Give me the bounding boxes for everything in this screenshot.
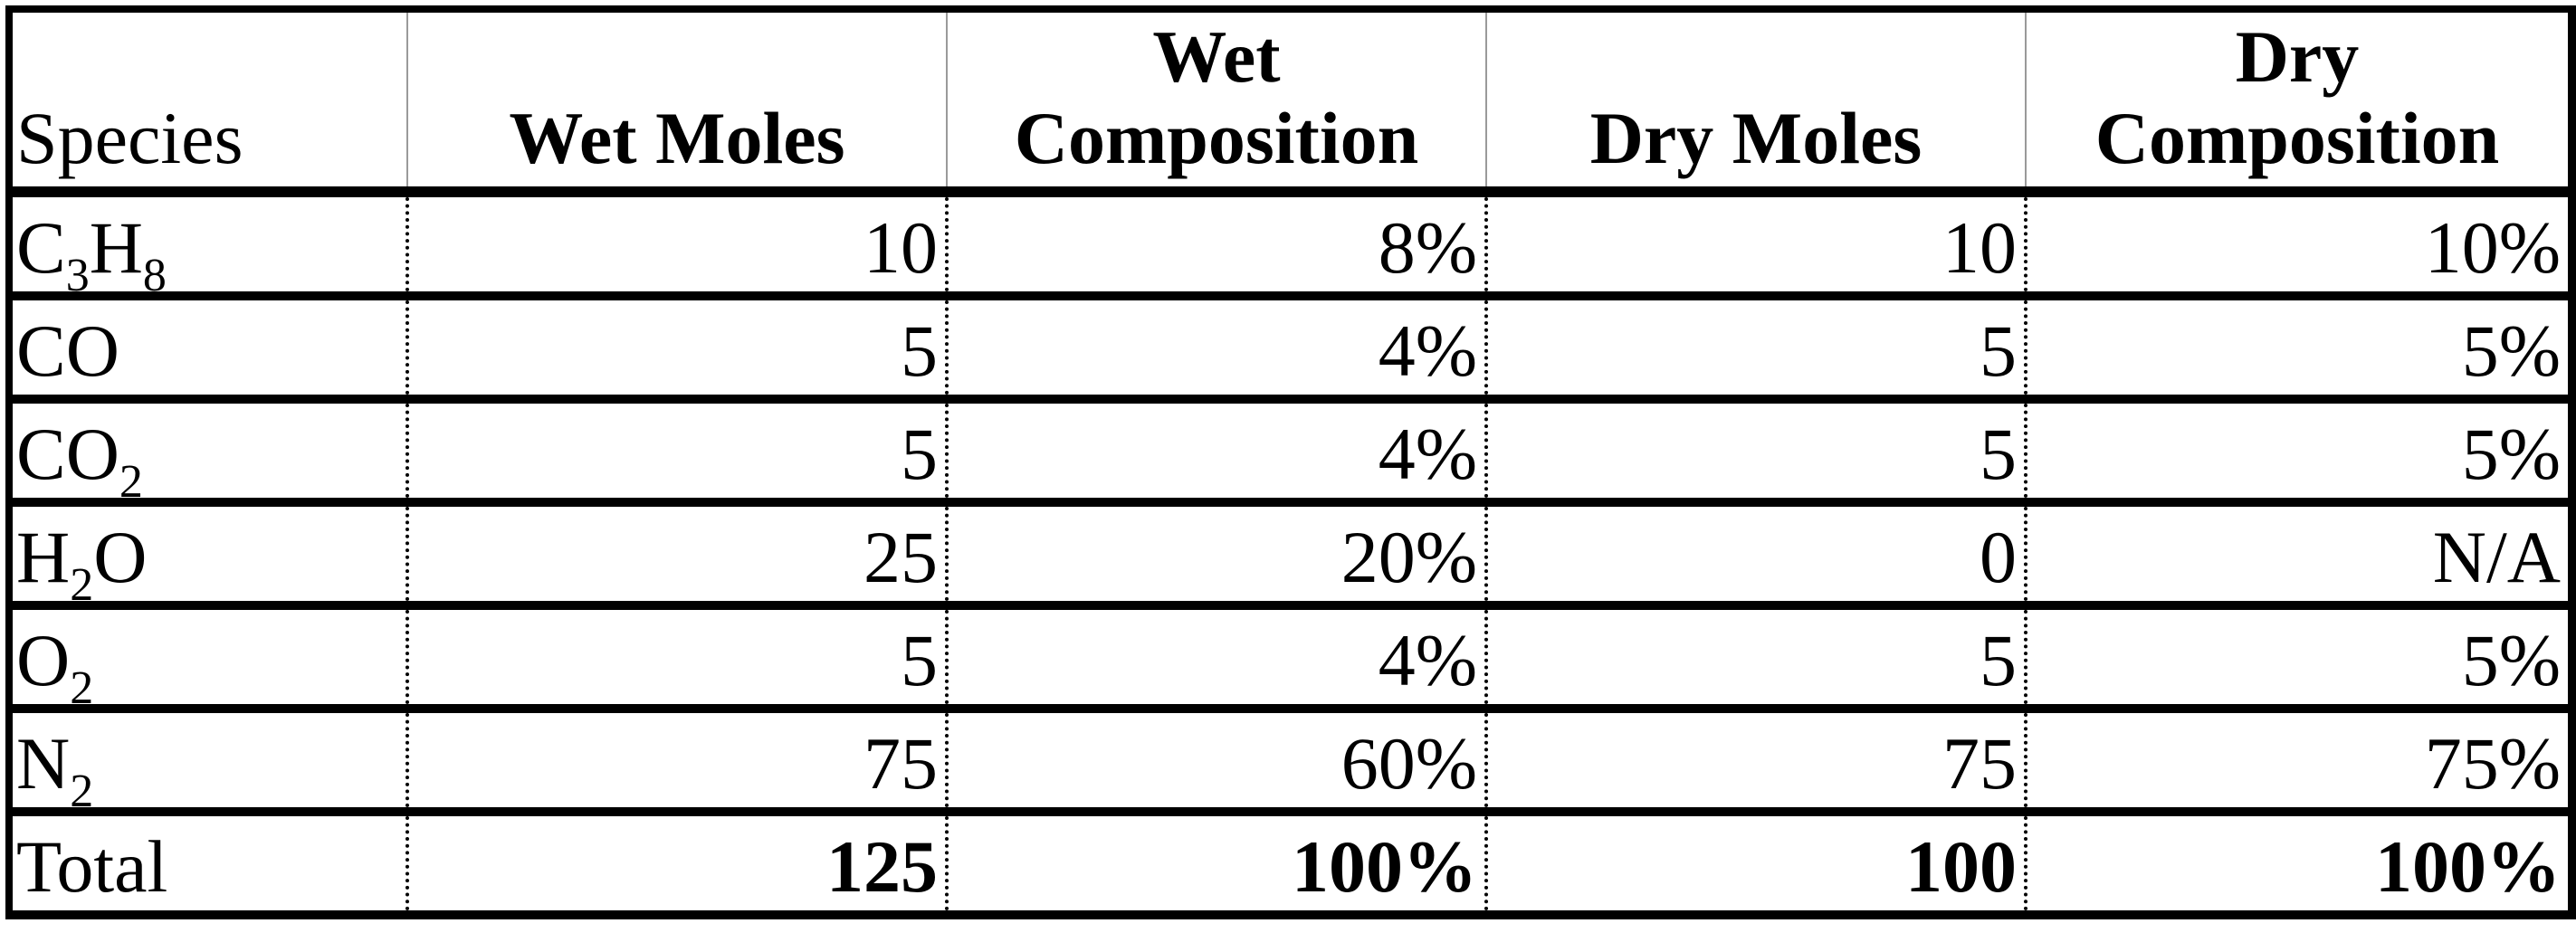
- species-cell[interactable]: CO2: [9, 399, 407, 507]
- species-subscript: 2: [70, 559, 94, 611]
- total-label-cell[interactable]: Total: [16, 825, 168, 908]
- species-subscript: 2: [70, 662, 94, 714]
- header-wet-composition-line1: Wet: [1152, 15, 1281, 98]
- species-mid: H: [89, 206, 143, 289]
- species-subscript: 2: [70, 766, 94, 817]
- table-row-total: Total 125 100% 100 100%: [9, 812, 2572, 915]
- species-base: C: [16, 206, 66, 289]
- dry-moles-cell[interactable]: 5: [1484, 605, 2026, 713]
- header-dry-composition-line1: Dry: [2235, 15, 2360, 98]
- species-base: O: [16, 619, 71, 701]
- dry-moles-cell[interactable]: 75: [1484, 709, 2026, 816]
- header-wet-composition[interactable]: Wet Composition: [946, 9, 1486, 197]
- dry-moles-cell[interactable]: 5: [1484, 399, 2026, 507]
- wet-moles-cell[interactable]: 10: [405, 192, 947, 300]
- dry-composition-cell[interactable]: 75%: [2024, 709, 2572, 816]
- species-cell[interactable]: H2O: [9, 502, 407, 610]
- dry-composition-cell[interactable]: 5%: [2024, 296, 2572, 404]
- table-row-h2o: H2O 25 20% 0 N/A: [9, 502, 2572, 610]
- dry-composition-cell[interactable]: 5%: [2024, 399, 2572, 507]
- species-mid: O: [93, 516, 148, 598]
- table-body: C3H8 10 8% 10 10% CO 5 4% 5 5% CO2 5 4% …: [9, 192, 2572, 915]
- header-species[interactable]: Species: [9, 9, 407, 197]
- table-row-o2: O2 5 4% 5 5%: [9, 605, 2572, 713]
- wet-moles-cell[interactable]: 5: [405, 296, 947, 404]
- dry-composition-cell[interactable]: 10%: [2024, 192, 2572, 300]
- species-subscript: 3: [65, 250, 90, 301]
- species-base: CO: [16, 413, 119, 495]
- species-cell[interactable]: CO: [9, 296, 407, 404]
- wet-composition-cell[interactable]: 4%: [945, 605, 1486, 713]
- wet-composition-cell[interactable]: 60%: [945, 709, 1486, 816]
- dry-moles-cell[interactable]: 10: [1484, 192, 2026, 300]
- species-cell[interactable]: O2: [9, 605, 407, 713]
- species-base: N: [16, 722, 71, 804]
- table-row-co: CO 5 4% 5 5%: [9, 296, 2572, 404]
- header-wet-moles-label: Wet Moles: [509, 97, 845, 179]
- dry-moles-cell[interactable]: 0: [1484, 502, 2026, 610]
- wet-composition-cell[interactable]: 4%: [945, 399, 1486, 507]
- dry-composition-cell[interactable]: 5%: [2024, 605, 2572, 713]
- header-dry-moles-label: Dry Moles: [1589, 97, 1922, 179]
- header-wet-composition-line2: Composition: [1014, 97, 1419, 179]
- table-header: Species Wet Moles Wet Composition Dry Mo…: [9, 9, 2572, 197]
- species-cell[interactable]: N2: [9, 709, 407, 816]
- table-row-co2: CO2 5 4% 5 5%: [9, 399, 2572, 507]
- species-subscript: 2: [119, 456, 143, 508]
- total-dry-moles-cell[interactable]: 100: [1484, 812, 2026, 915]
- dry-moles-cell[interactable]: 5: [1484, 296, 2026, 404]
- species-subscript: 8: [142, 250, 167, 301]
- header-species-label: Species: [16, 97, 243, 179]
- composition-table: Species Wet Moles Wet Composition Dry Mo…: [5, 5, 2576, 919]
- wet-composition-cell[interactable]: 4%: [945, 296, 1486, 404]
- total-wet-moles-cell[interactable]: 125: [405, 812, 947, 915]
- header-dry-composition[interactable]: Dry Composition: [2025, 9, 2572, 197]
- dry-composition-cell[interactable]: N/A: [2024, 502, 2572, 610]
- header-row: Species Wet Moles Wet Composition Dry Mo…: [9, 9, 2572, 197]
- wet-moles-cell[interactable]: 5: [405, 605, 947, 713]
- wet-composition-cell[interactable]: 8%: [945, 192, 1486, 300]
- wet-moles-cell[interactable]: 5: [405, 399, 947, 507]
- wet-moles-cell[interactable]: 75: [405, 709, 947, 816]
- total-wet-composition-cell[interactable]: 100%: [945, 812, 1486, 915]
- header-wet-moles[interactable]: Wet Moles: [406, 9, 947, 197]
- wet-moles-cell[interactable]: 25: [405, 502, 947, 610]
- species-base: H: [16, 516, 71, 598]
- table-row-c3h8: C3H8 10 8% 10 10%: [9, 192, 2572, 300]
- species-base: CO: [16, 309, 119, 392]
- header-dry-composition-line2: Composition: [2094, 97, 2500, 179]
- table-row-n2: N2 75 60% 75 75%: [9, 709, 2572, 816]
- species-cell[interactable]: C3H8: [9, 192, 407, 300]
- header-dry-moles[interactable]: Dry Moles: [1485, 9, 2026, 197]
- total-dry-composition-cell[interactable]: 100%: [2024, 812, 2572, 915]
- wet-composition-cell[interactable]: 20%: [945, 502, 1486, 610]
